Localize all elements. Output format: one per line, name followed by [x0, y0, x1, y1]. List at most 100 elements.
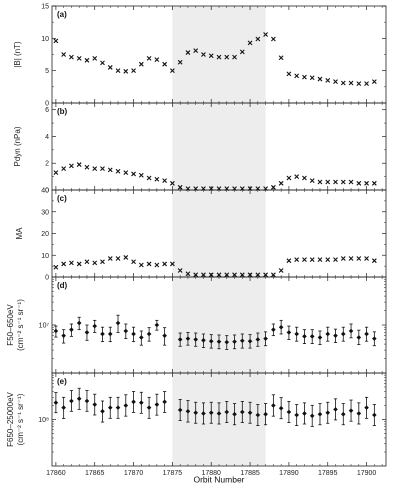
data-point: [364, 256, 369, 261]
data-point: [309, 413, 315, 419]
data-point: [348, 179, 354, 185]
data-point: [177, 59, 183, 65]
data-point: [224, 54, 230, 60]
data-point: [208, 338, 214, 344]
data-point: [348, 80, 354, 86]
data-point: [317, 257, 323, 262]
data-point: [208, 53, 214, 59]
y-tick-label: 30: [41, 209, 49, 216]
data-point: [348, 408, 354, 413]
data-point: [193, 337, 198, 342]
data-point: [131, 171, 136, 177]
data-point: [139, 335, 144, 340]
y-axis-label: F50–650eV: [6, 304, 15, 346]
data-point: [364, 81, 369, 86]
y-tick-label: 5: [45, 68, 49, 75]
data-point: [131, 68, 136, 74]
data-point: [216, 272, 222, 278]
data-point: [340, 80, 346, 86]
data-point: [100, 259, 105, 265]
data-point: [271, 403, 276, 408]
data-point: [208, 272, 214, 278]
panel-label: (a): [57, 10, 67, 19]
data-point: [247, 338, 253, 344]
data-point: [333, 79, 338, 85]
data-point: [294, 331, 299, 337]
data-point: [278, 180, 284, 186]
data-point: [356, 411, 362, 416]
data-point: [61, 333, 66, 338]
data-point: [208, 410, 214, 416]
data-point: [84, 398, 90, 404]
data-point: [232, 411, 237, 417]
data-point: [123, 170, 129, 175]
x-tick-label: 17865: [85, 470, 105, 477]
data-point: [138, 172, 144, 178]
data-point: [162, 178, 168, 184]
data-point: [364, 180, 369, 186]
y-tick-label: 6: [45, 107, 49, 114]
data-point: [115, 168, 121, 174]
data-point: [92, 166, 98, 171]
data-point: [271, 327, 276, 332]
shaded-interval: [172, 6, 266, 466]
data-point: [146, 331, 152, 337]
data-point: [240, 338, 245, 344]
data-point: [115, 320, 121, 326]
data-point: [123, 255, 129, 260]
data-point: [286, 71, 292, 77]
data-point: [216, 411, 222, 416]
x-tick-label: 17900: [357, 470, 377, 477]
data-point: [123, 328, 129, 334]
data-point: [224, 409, 230, 415]
y-tick-label: 2: [45, 161, 49, 168]
data-point: [270, 36, 276, 42]
data-point: [76, 162, 82, 167]
data-point: [317, 411, 323, 417]
data-point: [333, 407, 338, 412]
y-tick-label: 10⁷: [39, 323, 50, 330]
data-point: [356, 256, 362, 261]
data-point: [92, 55, 98, 61]
data-point: [317, 335, 323, 340]
data-point: [309, 178, 315, 184]
data-point: [170, 180, 175, 186]
panel-label: (c): [57, 194, 67, 203]
data-point: [270, 272, 276, 278]
data-point: [232, 54, 237, 60]
data-point: [92, 323, 98, 329]
data-point: [348, 256, 354, 261]
panel-d: 10⁷ (d) F50–650eV (cm⁻² s⁻¹ sr⁻¹): [6, 276, 387, 374]
data-point: [123, 403, 129, 408]
y-axis-label: MA: [15, 227, 24, 240]
data-point: [53, 400, 59, 405]
y-tick-label: 15: [41, 4, 49, 11]
data-point: [356, 81, 362, 86]
data-point: [185, 50, 191, 55]
data-point: [372, 412, 377, 418]
data-point: [302, 411, 307, 416]
data-point: [340, 331, 346, 337]
data-point: [193, 272, 199, 278]
data-point: [53, 38, 59, 44]
data-point: [309, 75, 315, 81]
data-point: [61, 166, 67, 171]
data-point: [340, 411, 346, 417]
data-point: [162, 399, 167, 405]
data-point: [53, 328, 59, 334]
data-point: [247, 272, 253, 278]
data-point: [131, 331, 136, 337]
data-point: [270, 184, 276, 190]
data-point: [224, 272, 230, 278]
data-point: [154, 57, 160, 63]
data-point: [278, 324, 284, 330]
data-point: [84, 330, 90, 335]
data-point: [325, 77, 331, 83]
data-point: [123, 68, 129, 74]
data-point: [61, 52, 67, 57]
data-point: [364, 331, 369, 337]
y-tick-label: 4: [45, 134, 49, 141]
data-point: [348, 328, 354, 334]
data-point: [278, 268, 284, 273]
data-point: [325, 257, 331, 262]
